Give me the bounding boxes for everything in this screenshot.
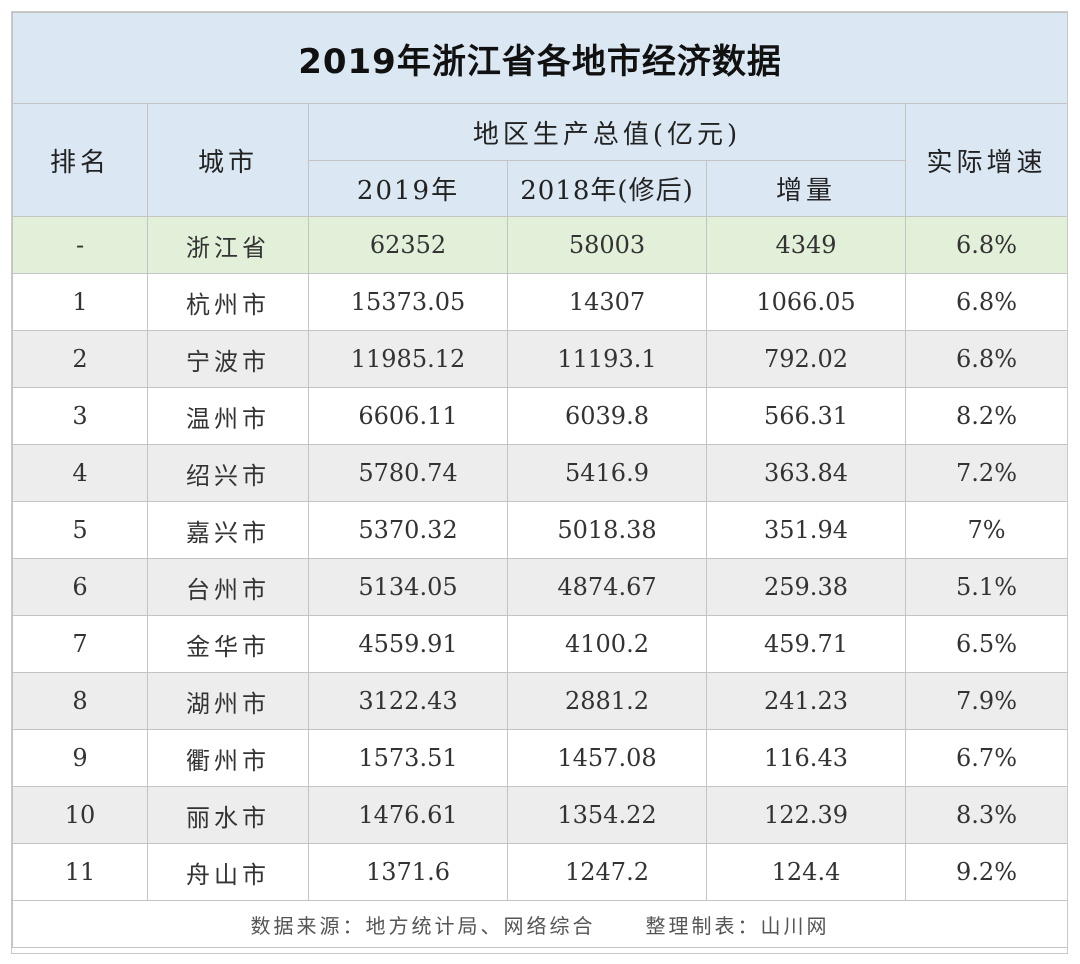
cell-city: 湖州市 (147, 672, 309, 730)
header-growth: 实际增速 (904, 103, 1067, 217)
cell-y2019: 5370.32 (308, 501, 508, 559)
table-row: 10 丽水市 1476.61 1354.22 122.39 8.3% (12, 786, 1067, 844)
table-row: 8 湖州市 3122.43 2881.2 241.23 7.9% (12, 672, 1067, 730)
cell-city: 嘉兴市 (147, 501, 309, 559)
cell-city: 温州市 (147, 387, 309, 445)
cell-y2018: 4874.67 (507, 558, 707, 616)
table-row: 9 衢州市 1573.51 1457.08 116.43 6.7% (12, 729, 1067, 787)
header-increase: 增量 (706, 160, 906, 217)
province-name: 浙江省 (147, 216, 309, 274)
cell-growth: 9.2% (904, 843, 1067, 901)
cell-increase: 566.31 (706, 387, 906, 445)
cell-increase: 241.23 (706, 672, 906, 730)
cell-rank: 11 (12, 843, 148, 901)
table-title: 2019年浙江省各地市经济数据 (12, 12, 1067, 104)
cell-increase: 1066.05 (706, 273, 906, 331)
header-rank: 排名 (12, 103, 148, 217)
cell-growth: 6.7% (904, 729, 1067, 787)
cell-rank: 10 (12, 786, 148, 844)
province-rank: - (12, 216, 148, 274)
cell-y2018: 11193.1 (507, 330, 707, 388)
cell-rank: 6 (12, 558, 148, 616)
economic-data-table: 2019年浙江省各地市经济数据 排名 城市 地区生产总值(亿元) 实际增速 20… (12, 12, 1067, 948)
cell-city: 杭州市 (147, 273, 309, 331)
cell-y2018: 1354.22 (507, 786, 707, 844)
table-row: 7 金华市 4559.91 4100.2 459.71 6.5% (12, 615, 1067, 673)
table-row: 11 舟山市 1371.6 1247.2 124.4 9.2% (12, 843, 1067, 901)
cell-y2019: 15373.05 (308, 273, 508, 331)
cell-growth: 6.8% (904, 330, 1067, 388)
header-2018: 2018年(修后) (507, 160, 707, 217)
cell-increase: 122.39 (706, 786, 906, 844)
cell-increase: 792.02 (706, 330, 906, 388)
table-frame: 2019年浙江省各地市经济数据 排名 城市 地区生产总值(亿元) 实际增速 20… (11, 11, 1068, 954)
cell-city: 衢州市 (147, 729, 309, 787)
table-row: 2 宁波市 11985.12 11193.1 792.02 6.8% (12, 330, 1067, 388)
cell-growth: 8.2% (904, 387, 1067, 445)
header-gdp-group: 地区生产总值(亿元) (308, 103, 906, 161)
cell-y2018: 1247.2 (507, 843, 707, 901)
province-2019: 62352 (308, 216, 508, 274)
cell-y2018: 2881.2 (507, 672, 707, 730)
province-2018: 58003 (507, 216, 707, 274)
cell-growth: 7.2% (904, 444, 1067, 502)
cell-y2019: 1371.6 (308, 843, 508, 901)
table-row: 3 温州市 6606.11 6039.8 566.31 8.2% (12, 387, 1067, 445)
table-row: 6 台州市 5134.05 4874.67 259.38 5.1% (12, 558, 1067, 616)
table-row: 4 绍兴市 5780.74 5416.9 363.84 7.2% (12, 444, 1067, 502)
header-2019: 2019年 (308, 160, 508, 217)
cell-rank: 7 (12, 615, 148, 673)
cell-city: 台州市 (147, 558, 309, 616)
cell-city: 绍兴市 (147, 444, 309, 502)
province-increase: 4349 (706, 216, 906, 274)
cell-growth: 5.1% (904, 558, 1067, 616)
cell-y2019: 4559.91 (308, 615, 508, 673)
cell-city: 丽水市 (147, 786, 309, 844)
footer-source: 数据来源：地方统计局、网络综合 (250, 913, 596, 938)
cell-increase: 459.71 (706, 615, 906, 673)
cell-y2018: 14307 (507, 273, 707, 331)
cell-y2019: 5134.05 (308, 558, 508, 616)
cell-growth: 8.3% (904, 786, 1067, 844)
cell-increase: 351.94 (706, 501, 906, 559)
province-row: - 浙江省 62352 58003 4349 6.8% (12, 216, 1067, 274)
cell-rank: 4 (12, 444, 148, 502)
cell-rank: 9 (12, 729, 148, 787)
cell-growth: 7.9% (904, 672, 1067, 730)
table-row: 5 嘉兴市 5370.32 5018.38 351.94 7% (12, 501, 1067, 559)
cell-y2019: 1476.61 (308, 786, 508, 844)
cell-increase: 363.84 (706, 444, 906, 502)
cell-y2018: 6039.8 (507, 387, 707, 445)
cell-increase: 259.38 (706, 558, 906, 616)
footer: 数据来源：地方统计局、网络综合 整理制表：山川网 (12, 900, 1067, 948)
cell-city: 金华市 (147, 615, 309, 673)
cell-growth: 6.8% (904, 273, 1067, 331)
cell-growth: 6.5% (904, 615, 1067, 673)
cell-y2019: 5780.74 (308, 444, 508, 502)
cell-city: 宁波市 (147, 330, 309, 388)
cell-y2019: 1573.51 (308, 729, 508, 787)
cell-y2018: 5018.38 (507, 501, 707, 559)
cell-city: 舟山市 (147, 843, 309, 901)
cell-y2019: 11985.12 (308, 330, 508, 388)
cell-y2019: 6606.11 (308, 387, 508, 445)
cell-growth: 7% (904, 501, 1067, 559)
cell-y2018: 4100.2 (507, 615, 707, 673)
cell-rank: 3 (12, 387, 148, 445)
footer-maker: 整理制表：山川网 (645, 913, 830, 938)
header-city: 城市 (147, 103, 309, 217)
table-row: 1 杭州市 15373.05 14307 1066.05 6.8% (12, 273, 1067, 331)
cell-y2018: 1457.08 (507, 729, 707, 787)
cell-rank: 1 (12, 273, 148, 331)
cell-y2018: 5416.9 (507, 444, 707, 502)
cell-rank: 5 (12, 501, 148, 559)
province-growth: 6.8% (904, 216, 1067, 274)
cell-rank: 8 (12, 672, 148, 730)
cell-increase: 124.4 (706, 843, 906, 901)
cell-y2019: 3122.43 (308, 672, 508, 730)
cell-increase: 116.43 (706, 729, 906, 787)
cell-rank: 2 (12, 330, 148, 388)
